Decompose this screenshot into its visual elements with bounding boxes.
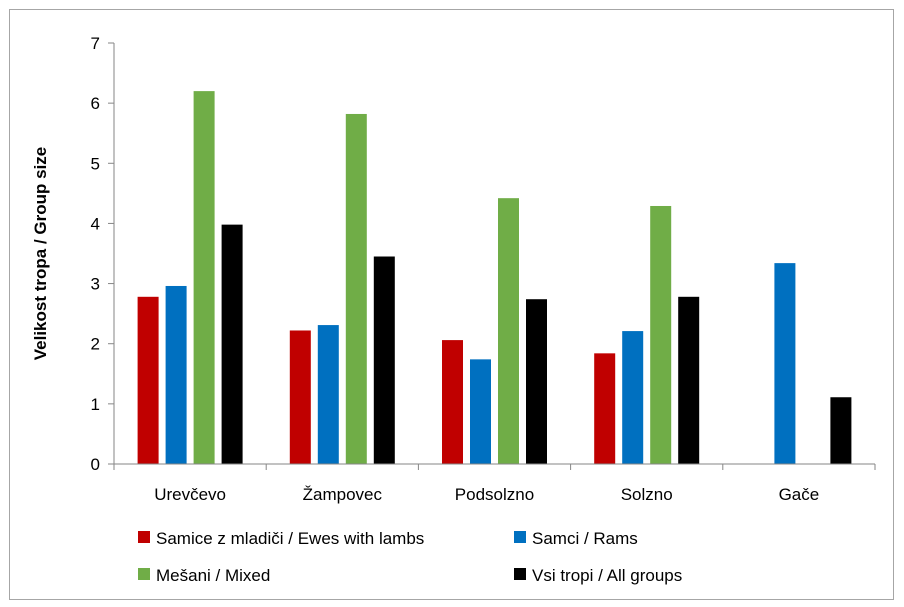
legend-swatch (514, 568, 526, 580)
bar (193, 91, 215, 464)
y-tick-label: 5 (91, 154, 100, 173)
y-tick-label: 6 (91, 94, 100, 113)
bar (317, 325, 339, 464)
bar (622, 331, 644, 464)
y-tick-label: 2 (91, 335, 100, 354)
chart-frame: 0 1 2 3 4 5 6 7 Urevčevo Žampovec Podsolzno Solzno… (9, 9, 894, 600)
bar (165, 285, 187, 464)
bar (498, 198, 519, 464)
bar (650, 205, 672, 465)
bar (442, 340, 463, 464)
bar (345, 113, 367, 465)
legend-label: Mešani / Mixed (156, 566, 270, 585)
bar (289, 330, 311, 464)
bar (221, 224, 243, 464)
legend-swatch (514, 531, 526, 543)
legend: Samice z mladiči / Ewes with lambs Samci … (138, 529, 682, 585)
bar (373, 256, 395, 464)
bar (137, 296, 159, 464)
y-axis-title: Velikost tropa / Group size (31, 147, 50, 361)
x-tick-label: Gače (779, 485, 820, 504)
bar (830, 397, 852, 464)
legend-swatch (138, 568, 150, 580)
bar (526, 299, 547, 464)
y-axis-ticks: 0 1 2 3 4 5 6 7 (91, 34, 114, 474)
legend-label: Samice z mladiči / Ewes with lambs (156, 529, 424, 548)
bar (594, 353, 616, 464)
y-tick-label: 0 (91, 455, 100, 474)
y-tick-label: 1 (91, 395, 100, 414)
legend-label: Samci / Rams (532, 529, 638, 548)
y-tick-label: 7 (91, 34, 100, 53)
bar (678, 296, 700, 464)
y-tick-label: 3 (91, 275, 100, 294)
x-tick-label: Podsolzno (455, 485, 534, 504)
legend-label: Vsi tropi / All groups (532, 566, 682, 585)
bar (774, 263, 796, 464)
legend-swatch (138, 531, 150, 543)
bar (470, 359, 491, 464)
x-axis-labels: Urevčevo Žampovec Podsolzno Solzno Gače (154, 485, 819, 504)
y-tick-label: 4 (91, 214, 100, 233)
bar-chart: 0 1 2 3 4 5 6 7 Urevčevo Žampovec Podsolzno Solzno… (31, 34, 876, 585)
x-tick-label: Urevčevo (154, 485, 226, 504)
x-tick-label: Solzno (621, 485, 673, 504)
x-tick-label: Žampovec (303, 485, 383, 504)
bars (113, 91, 876, 470)
